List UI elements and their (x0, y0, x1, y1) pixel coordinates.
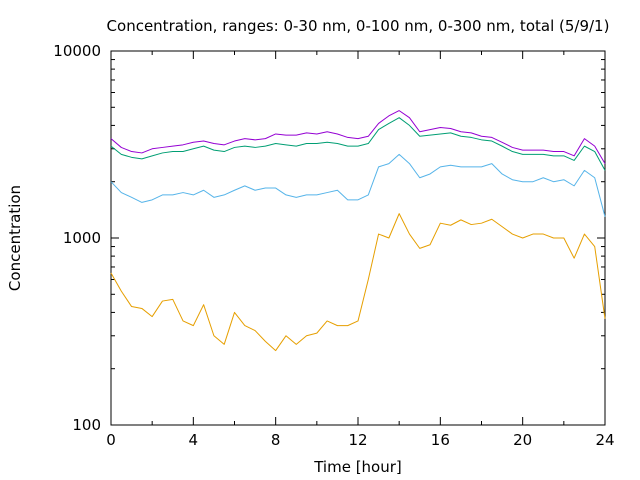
chart-title: Concentration, ranges: 0-30 nm, 0-100 nm… (107, 17, 610, 35)
series-line-1 (110, 213, 606, 352)
y-axis-title: Concentration (6, 185, 24, 291)
x-axis-title: Time [hour] (313, 458, 402, 476)
x-tick-label: 24 (595, 431, 614, 449)
x-tick-label: 8 (271, 431, 281, 449)
series-layer (110, 110, 606, 352)
x-tick-label: 20 (513, 431, 532, 449)
x-tick-label: 0 (106, 431, 116, 449)
series-line-4 (110, 110, 606, 164)
x-tick-label: 12 (348, 431, 367, 449)
axis-ticks: 0 4 8 12 16 20 24 100 1000 10000 (53, 42, 614, 449)
y-tick-label: 1000 (63, 229, 101, 247)
series-line-3 (110, 117, 606, 171)
x-tick-label: 16 (431, 431, 450, 449)
y-tick-label: 10000 (53, 42, 101, 60)
y-tick-label: 100 (72, 416, 101, 434)
x-tick-label: 4 (189, 431, 199, 449)
series-line-2 (110, 153, 606, 217)
plot-frame (110, 50, 606, 426)
